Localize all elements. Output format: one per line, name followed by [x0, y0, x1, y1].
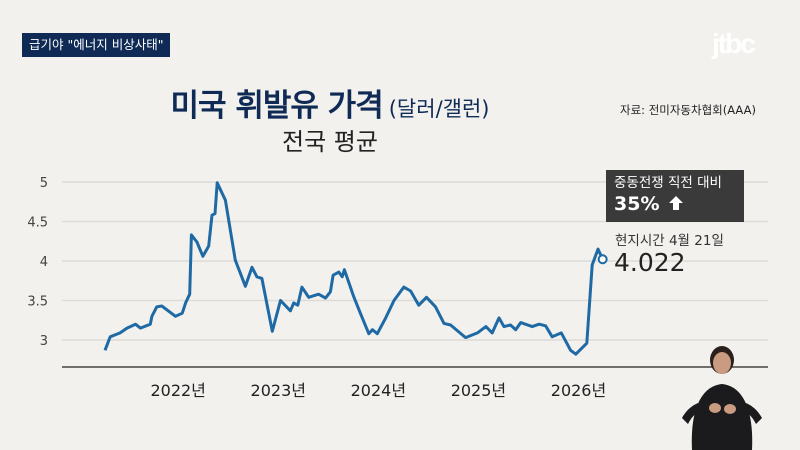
callout-label: 중동전쟁 직전 대비 — [614, 175, 722, 191]
title-unit: (달러/갤런) — [388, 97, 490, 121]
title-main: 미국 휘발유 가격 — [170, 88, 384, 124]
x-tick-label: 2024년 — [351, 381, 406, 400]
jtbc-logo: jtbc — [712, 28, 756, 59]
sign-language-interpreter — [682, 346, 762, 450]
x-tick-label: 2025년 — [451, 381, 506, 400]
y-tick-label: 3.5 — [27, 295, 48, 310]
change-callout: 중동전쟁 직전 대비 35% — [606, 170, 744, 222]
topic-badge: 급기야 "에너지 비상사태" — [22, 33, 171, 57]
y-tick-label: 4 — [40, 255, 48, 270]
x-tick-label: 2026년 — [551, 381, 606, 400]
latest-value: 4.022 — [614, 248, 686, 277]
arrow-up-icon — [669, 196, 684, 210]
x-tick-label: 2022년 — [150, 381, 205, 400]
callout-value: 35% — [614, 193, 660, 215]
latest-date-label: 현지시간 4월 21일 — [615, 233, 724, 249]
y-tick-label: 5 — [40, 176, 48, 191]
y-tick-label: 3 — [40, 334, 48, 349]
latest-point-marker — [597, 254, 608, 265]
source-note: 자료: 전미자동차협회(AAA) — [620, 103, 756, 117]
series-line — [103, 181, 605, 356]
x-tick-label: 2023년 — [251, 381, 306, 400]
chart-title: 미국 휘발유 가격 (달러/갤런) — [0, 80, 660, 125]
y-tick-label: 4.5 — [27, 216, 48, 231]
chart-subtitle: 전국 평균 — [282, 128, 378, 156]
